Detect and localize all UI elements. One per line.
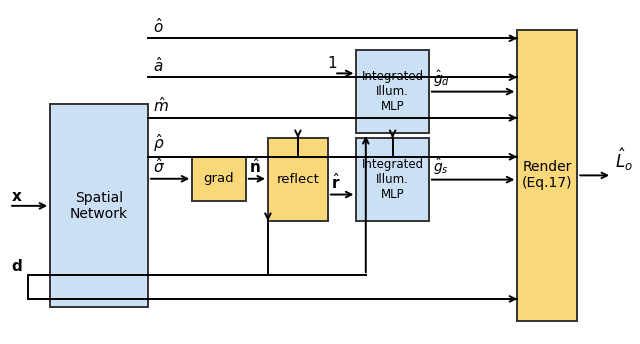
Text: $1$: $1$ (326, 55, 337, 71)
Text: $\hat{a}$: $\hat{a}$ (153, 56, 163, 75)
Text: $\hat{\mathbf{n}}$: $\hat{\mathbf{n}}$ (249, 157, 260, 176)
Text: $\hat{o}$: $\hat{o}$ (153, 17, 164, 36)
Text: Render
(Eq.17): Render (Eq.17) (522, 160, 573, 191)
Bar (517, 30, 577, 321)
Text: Spatial
Network: Spatial Network (70, 191, 128, 221)
Bar (356, 138, 429, 221)
Text: $\hat{m}$: $\hat{m}$ (153, 96, 169, 115)
Text: $\hat{\rho}$: $\hat{\rho}$ (153, 132, 164, 154)
Text: Integrated
Illum.
MLP: Integrated Illum. MLP (362, 158, 424, 201)
Bar (50, 104, 148, 308)
Text: $\mathbf{x}$: $\mathbf{x}$ (11, 189, 22, 204)
Text: grad: grad (204, 172, 234, 185)
Text: $\hat{\sigma}$: $\hat{\sigma}$ (153, 157, 165, 176)
Bar (192, 157, 246, 201)
Text: Integrated
Illum.
MLP: Integrated Illum. MLP (362, 70, 424, 113)
Bar (268, 138, 328, 221)
Text: $\mathbf{d}$: $\mathbf{d}$ (11, 258, 22, 273)
Text: $\hat{g}_s$: $\hat{g}_s$ (433, 157, 449, 177)
Bar (356, 50, 429, 133)
Text: $\hat{\mathbf{r}}$: $\hat{\mathbf{r}}$ (331, 172, 340, 192)
Text: reflect: reflect (276, 173, 319, 186)
Text: $\hat{L}_o$: $\hat{L}_o$ (615, 146, 633, 173)
Text: $\hat{g}_d$: $\hat{g}_d$ (433, 69, 450, 89)
